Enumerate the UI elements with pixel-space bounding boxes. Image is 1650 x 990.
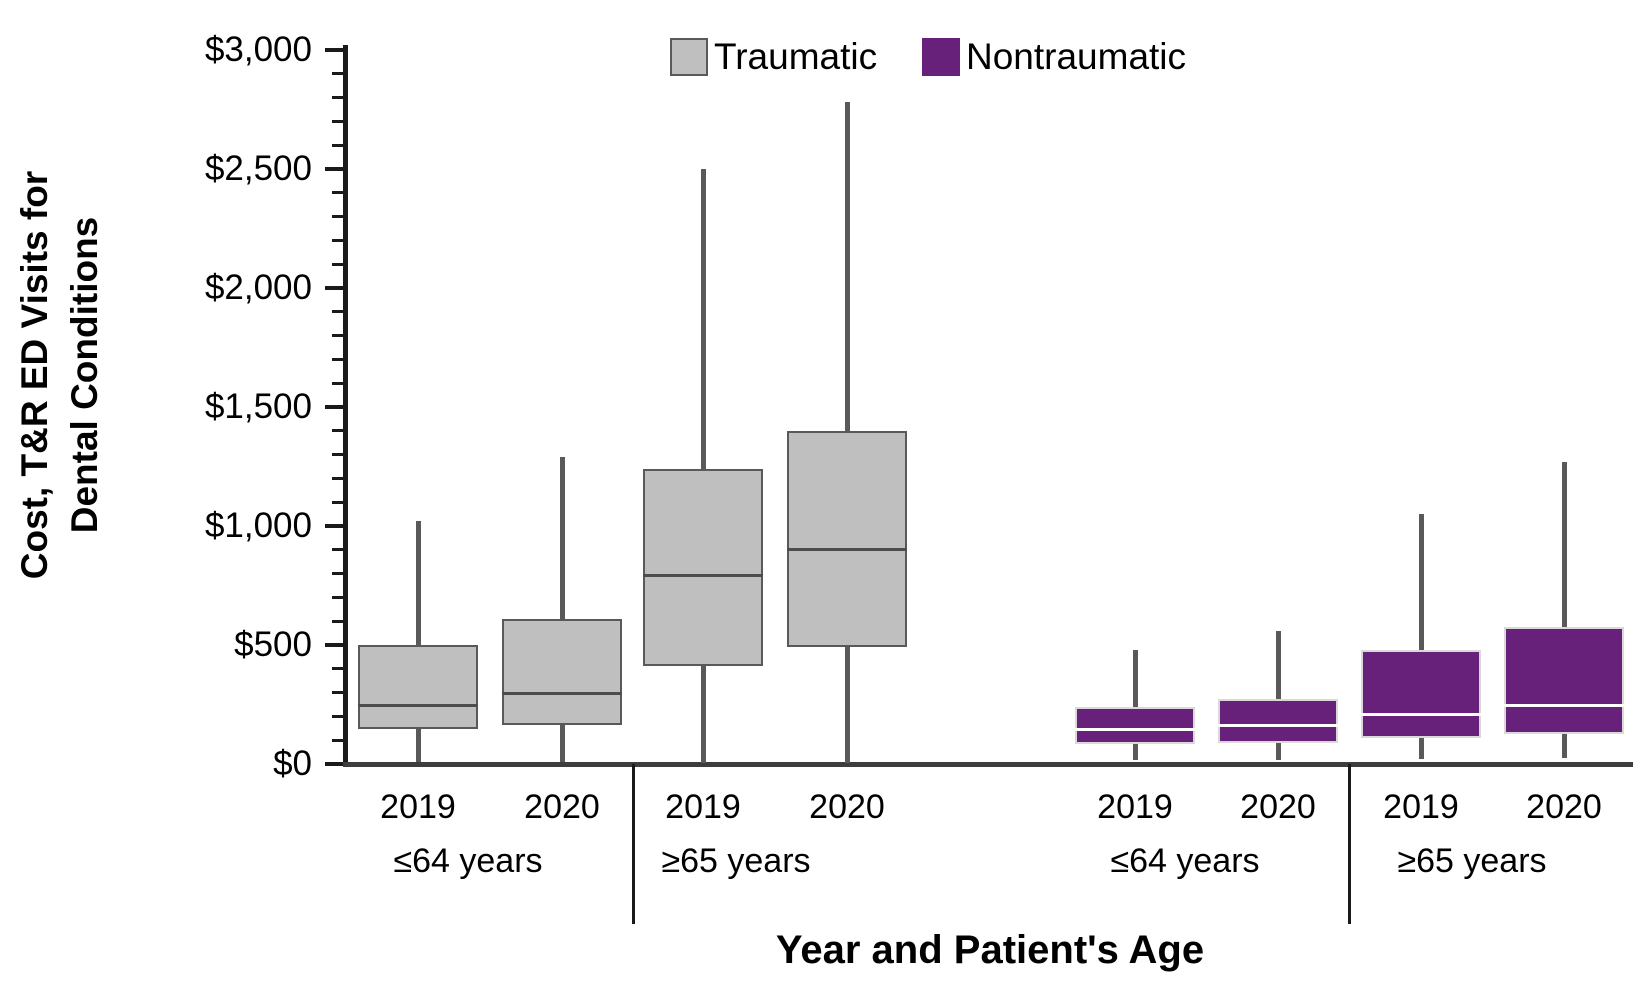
y-minor-tick	[332, 572, 343, 576]
median-line	[502, 692, 622, 696]
y-minor-tick	[332, 310, 343, 314]
x-year-label: 2020	[1526, 788, 1602, 826]
lower-whisker	[415, 729, 421, 762]
y-minor-tick	[332, 714, 343, 718]
y-tick-label: $2,500	[204, 149, 312, 188]
y-major-tick	[325, 48, 343, 52]
box-traumatic-2020	[502, 618, 622, 725]
y-minor-tick	[332, 691, 343, 695]
y-tick-label: $1,500	[204, 387, 312, 426]
upper-whisker	[844, 102, 850, 431]
legend-label-nontraumatic: Nontraumatic	[966, 36, 1187, 77]
upper-whisker	[559, 456, 565, 619]
x-year-label: 2020	[809, 788, 885, 826]
y-minor-tick	[332, 667, 343, 671]
x-year-label: 2019	[1097, 788, 1173, 826]
upper-whisker	[1132, 649, 1138, 707]
x-axis-title: Year and Patient's Age	[775, 928, 1205, 972]
median-line	[787, 548, 907, 552]
median-line	[1218, 724, 1338, 728]
x-age-group-label: ≥65 years	[1397, 842, 1547, 880]
y-minor-tick	[332, 548, 343, 552]
y-minor-tick	[332, 429, 343, 433]
x-age-group-label: ≥65 years	[661, 842, 811, 880]
y-major-tick	[325, 762, 343, 766]
upper-whisker	[1561, 461, 1567, 628]
y-minor-tick	[332, 96, 343, 100]
upper-whisker	[700, 169, 706, 469]
y-axis-title-line1: Cost, T&R ED Visits for	[14, 170, 55, 580]
y-major-tick	[325, 167, 343, 171]
box-nontraumatic-2020	[1504, 627, 1624, 735]
y-tick-label: $0	[273, 744, 312, 783]
x-year-label: 2020	[1240, 788, 1316, 826]
y-minor-tick	[332, 334, 343, 338]
box-traumatic-2019	[358, 645, 478, 730]
x-year-label: 2019	[665, 788, 741, 826]
box-nontraumatic-2019	[1361, 649, 1481, 738]
y-minor-tick	[332, 476, 343, 480]
y-minor-tick	[332, 381, 343, 385]
upper-whisker	[415, 521, 421, 645]
y-minor-tick	[332, 143, 343, 147]
y-minor-tick	[332, 595, 343, 599]
box-traumatic-2020	[787, 430, 907, 648]
y-minor-tick	[332, 738, 343, 742]
y-minor-tick	[332, 357, 343, 361]
legend-swatch-traumatic	[670, 38, 708, 76]
median-line	[1361, 712, 1481, 716]
y-major-tick	[325, 524, 343, 528]
lower-whisker	[1132, 743, 1138, 761]
y-major-tick	[325, 643, 343, 647]
y-minor-tick	[332, 191, 343, 195]
x-axis-line	[343, 762, 1633, 767]
x-age-group-label: ≤64 years	[393, 842, 543, 880]
median-line	[643, 574, 763, 578]
y-tick-label: $2,000	[204, 268, 312, 307]
y-minor-tick	[332, 215, 343, 219]
lower-whisker	[1561, 734, 1567, 759]
median-line	[358, 704, 478, 708]
x-year-label: 2019	[1383, 788, 1459, 826]
upper-whisker	[1418, 514, 1424, 650]
age-group-divider	[632, 764, 635, 924]
box-nontraumatic-2019	[1075, 706, 1195, 744]
x-year-label: 2019	[380, 788, 456, 826]
x-year-label: 2020	[524, 788, 600, 826]
y-major-tick	[325, 405, 343, 409]
y-tick-label: $1,000	[204, 506, 312, 545]
lower-whisker	[844, 647, 850, 763]
y-minor-tick	[332, 238, 343, 242]
median-line	[1075, 727, 1195, 731]
legend-label-traumatic: Traumatic	[714, 36, 878, 77]
median-line	[1504, 704, 1624, 708]
lower-whisker	[1275, 742, 1281, 761]
y-tick-label: $500	[234, 625, 312, 664]
y-minor-tick	[332, 500, 343, 504]
upper-whisker	[1275, 630, 1281, 699]
y-minor-tick	[332, 262, 343, 266]
lower-whisker	[700, 666, 706, 763]
box-traumatic-2019	[643, 468, 763, 667]
age-group-divider	[1348, 764, 1351, 924]
y-minor-tick	[332, 619, 343, 623]
lower-whisker	[1418, 737, 1424, 760]
box-nontraumatic-2020	[1218, 698, 1338, 743]
x-age-group-label: ≤64 years	[1110, 842, 1260, 880]
y-tick-label: $3,000	[204, 30, 312, 69]
lower-whisker	[559, 724, 565, 762]
legend-swatch-nontraumatic	[922, 38, 960, 76]
y-axis-line	[343, 45, 348, 767]
y-minor-tick	[332, 453, 343, 457]
y-major-tick	[325, 286, 343, 290]
y-minor-tick	[332, 119, 343, 123]
y-minor-tick	[332, 72, 343, 76]
